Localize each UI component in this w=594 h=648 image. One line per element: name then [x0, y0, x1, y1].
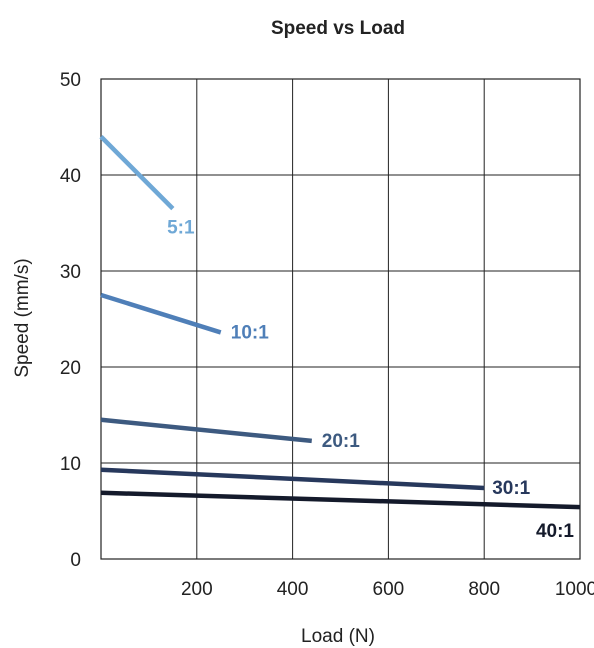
series-label: 40:1 — [536, 521, 574, 542]
y-tick-label: 30 — [60, 262, 81, 283]
series-label: 5:1 — [167, 218, 195, 239]
series-label: 30:1 — [492, 478, 530, 499]
chart-title: Speed vs Load — [271, 18, 405, 39]
series-lines: 5:1 10:1 20:1 30:1 40:1 — [99, 135, 581, 542]
series-label: 10:1 — [231, 322, 269, 343]
x-tick-label: 800 — [468, 579, 500, 600]
series-line-10-to-1 — [100, 292, 222, 335]
x-tick-label: 200 — [181, 579, 213, 600]
y-tick-label: 10 — [60, 454, 81, 475]
x-tick-label: 600 — [373, 579, 405, 600]
series-line-30-to-1 — [100, 467, 485, 491]
series-line-40-to-1 — [100, 490, 581, 510]
series-line-5-to-1 — [99, 135, 175, 211]
x-tick-label: 400 — [277, 579, 309, 600]
x-tick-label: 1000 — [555, 579, 594, 600]
plot-frame — [100, 78, 581, 560]
y-tick-label: 40 — [60, 166, 81, 187]
series-line-20-to-1 — [100, 417, 312, 444]
tick-labels: 0 10 20 30 40 50 200 400 600 800 1000 — [60, 70, 594, 600]
y-tick-label: 50 — [60, 70, 81, 91]
y-tick-label: 20 — [60, 358, 81, 379]
series-label: 20:1 — [322, 431, 360, 452]
y-axis-label: Speed (mm/s) — [12, 258, 33, 377]
x-axis-label: Load (N) — [301, 626, 375, 647]
y-tick-label: 0 — [70, 550, 81, 571]
